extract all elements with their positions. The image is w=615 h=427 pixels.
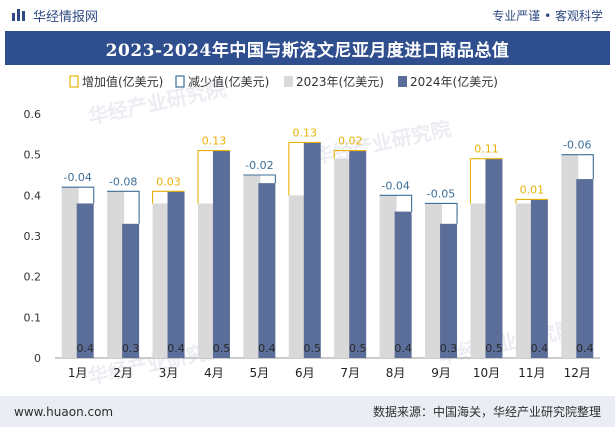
y-tick-label: 0.3: [24, 230, 42, 243]
change-label: -0.04: [381, 179, 409, 192]
bar-2024: [122, 223, 140, 358]
x-tick-label: 11月: [518, 366, 545, 380]
bar-2024-value-label: 0.4: [258, 342, 276, 355]
bar-2023: [470, 203, 488, 358]
bar-2023: [152, 203, 170, 358]
x-tick-label: 1月: [68, 366, 88, 380]
bar-2024-value-label: 0.4: [394, 342, 412, 355]
change-bracket: [61, 186, 95, 204]
bar-2024-value-label: 0.5: [213, 342, 231, 355]
bar-2023: [561, 154, 579, 358]
bar-2024-value-label: 0.4: [76, 342, 94, 355]
change-label: -0.02: [245, 159, 273, 172]
bar-2024-value-label: 0.5: [349, 342, 367, 355]
legend-swatch-decrease: [175, 75, 185, 88]
legend-swatch-2023: [284, 76, 293, 87]
bar-2024-value-label: 0.5: [304, 342, 322, 355]
change-bracket: [425, 202, 458, 224]
change-label: 0.03: [156, 175, 181, 188]
x-tick-label: 10月: [473, 366, 500, 380]
bar-2023: [197, 203, 215, 358]
bar-2024-value-label: 0.4: [531, 342, 549, 355]
x-tick-label: 5月: [250, 366, 270, 380]
bar-2024: [212, 150, 230, 358]
bar-2023: [334, 158, 352, 358]
legend-label: 减少值(亿美元): [188, 74, 269, 89]
bar-2024: [349, 150, 367, 358]
change-bracket: [515, 198, 548, 204]
chart-title: 2023-2024年中国与斯洛文尼亚月度进口商品总值: [5, 31, 610, 65]
footer-site[interactable]: www.huaon.com: [14, 404, 114, 419]
bar-2023: [107, 191, 125, 358]
bar-2023: [61, 187, 79, 358]
watermark-3: 华经产业研究院: [436, 316, 578, 369]
bar-2024: [440, 223, 458, 358]
brand-logo-icon: [12, 9, 25, 21]
change-label: -0.04: [63, 171, 91, 184]
change-label: 0.11: [474, 143, 499, 156]
legend-label: 2023年(亿美元): [296, 74, 384, 89]
bar-2024: [394, 211, 412, 358]
legend-label: 2024年(亿美元): [410, 74, 498, 89]
y-tick-label: 0.2: [24, 271, 42, 284]
bar-2024: [530, 199, 548, 358]
bar-2024: [485, 158, 503, 358]
brand: 华经情报网: [12, 6, 98, 25]
bar-2024: [576, 179, 594, 358]
x-tick-label: 9月: [431, 366, 451, 380]
change-label: -0.06: [563, 139, 591, 152]
bar-2024-value-label: 0.4: [576, 342, 594, 355]
bar-2023: [243, 175, 261, 358]
change-bracket: [107, 190, 140, 224]
change-bracket: [288, 141, 321, 196]
bar-2024-value-label: 0.3: [122, 342, 140, 355]
y-tick-label: 0.5: [24, 149, 42, 162]
change-label: 0.01: [520, 183, 545, 196]
bar-2024-value-label: 0.4: [167, 342, 185, 355]
x-tick-label: 3月: [159, 366, 179, 380]
y-tick-label: 0.1: [24, 311, 42, 324]
x-tick-label: 6月: [295, 366, 315, 380]
legend-label: 增加值(亿美元): [82, 74, 163, 89]
change-bracket: [469, 158, 503, 204]
change-bracket: [243, 174, 276, 184]
bar-2023: [515, 203, 533, 358]
change-bracket: [333, 150, 367, 159]
y-tick-label: 0.4: [24, 189, 42, 202]
bar-2024-value-label: 0.5: [485, 342, 503, 355]
bar-2024: [303, 142, 321, 358]
change-bracket: [151, 190, 185, 204]
bar-2024: [258, 183, 276, 358]
brand-name: 华经情报网: [33, 9, 99, 25]
bar-2024-value-label: 0.3: [440, 342, 458, 355]
tagline: 专业严谨 • 客观科学: [492, 8, 603, 23]
change-label: -0.05: [427, 187, 455, 200]
top-bar: 华经情报网 专业严谨 • 客观科学: [0, 0, 615, 30]
watermark-1: 华经产业研究院: [311, 116, 453, 169]
bar-2023: [425, 203, 443, 358]
bar-2024: [167, 191, 185, 358]
change-bracket: [379, 194, 413, 212]
x-tick-label: 12月: [564, 366, 591, 380]
footer-source: 数据来源：中国海关，华经产业研究院整理: [372, 405, 601, 419]
legend-swatch-increase: [69, 75, 79, 88]
bar-2024: [76, 203, 94, 358]
bar-2023: [379, 195, 397, 358]
x-tick-label: 4月: [204, 366, 224, 380]
change-label: 0.13: [293, 126, 318, 139]
x-tick-label: 8月: [386, 366, 406, 380]
y-tick-label: 0: [34, 352, 41, 365]
change-label: 0.13: [202, 135, 227, 148]
y-tick-label: 0.6: [24, 108, 42, 121]
change-label: 0.02: [338, 135, 363, 148]
x-tick-label: 2月: [113, 366, 133, 380]
legend-swatch-2024: [398, 76, 407, 87]
bar-2023: [288, 195, 306, 358]
footer: www.huaon.com 数据来源：中国海关，华经产业研究院整理: [0, 396, 615, 427]
change-bracket: [561, 154, 594, 180]
x-tick-label: 7月: [340, 366, 360, 380]
change-bracket: [197, 150, 230, 204]
change-label: -0.08: [109, 175, 137, 188]
